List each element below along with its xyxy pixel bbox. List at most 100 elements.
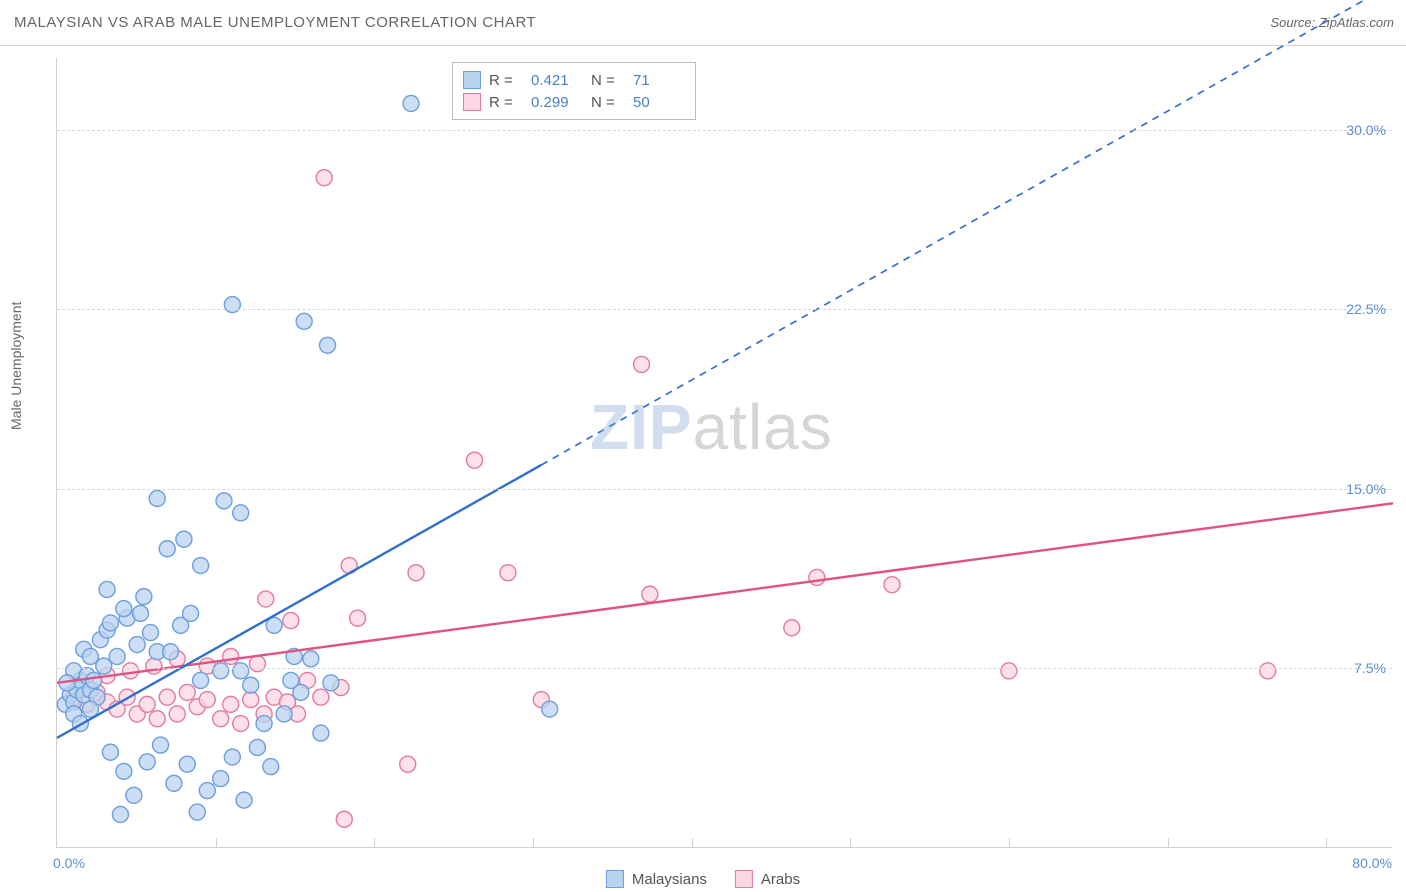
swatch-arabs-icon [463,93,481,111]
data-point-malaysians [166,775,182,791]
data-point-arabs [313,689,329,705]
data-point-arabs [159,689,175,705]
data-point-malaysians [102,744,118,760]
swatch-malaysians-icon [463,71,481,89]
data-point-arabs [400,756,416,772]
data-point-arabs [122,663,138,679]
data-point-arabs [316,170,332,186]
y-tick-label: 30.0% [1346,122,1386,138]
data-point-malaysians [213,663,229,679]
data-point-malaysians [82,648,98,664]
x-origin-label: 0.0% [53,855,85,871]
data-point-arabs [213,711,229,727]
data-point-malaysians [139,754,155,770]
source-name: ZipAtlas.com [1319,15,1394,30]
data-point-malaysians [293,684,309,700]
data-point-arabs [1001,663,1017,679]
data-point-malaysians [303,651,319,667]
chart-source: Source: ZipAtlas.com [1270,15,1394,30]
data-point-malaysians [296,313,312,329]
data-point-malaysians [86,672,102,688]
data-point-malaysians [179,756,195,772]
x-tick [374,838,375,848]
grid-line [57,130,1392,131]
legend-item-arabs: Arabs [735,870,800,888]
data-point-malaysians [236,792,252,808]
r-label: R = [489,94,523,111]
data-point-malaysians [403,95,419,111]
data-point-malaysians [323,675,339,691]
data-point-malaysians [143,625,159,641]
r-value-malaysians: 0.421 [531,72,583,89]
data-point-malaysians [102,615,118,631]
n-value-arabs: 50 [633,94,685,111]
data-point-malaysians [199,783,215,799]
data-point-arabs [884,577,900,593]
r-value-arabs: 0.299 [531,94,583,111]
data-point-malaysians [193,672,209,688]
data-point-malaysians [116,601,132,617]
data-point-malaysians [213,771,229,787]
data-point-malaysians [136,589,152,605]
data-point-malaysians [320,337,336,353]
data-point-malaysians [109,648,125,664]
y-tick-label: 7.5% [1354,660,1386,676]
grid-line [57,489,1392,490]
x-tick [216,838,217,848]
data-point-arabs [283,613,299,629]
data-point-arabs [169,706,185,722]
data-point-malaysians [249,739,265,755]
data-point-malaysians [153,737,169,753]
data-point-malaysians [189,804,205,820]
data-point-malaysians [243,677,259,693]
x-tick [692,838,693,848]
data-point-arabs [784,620,800,636]
stats-row-malaysians: R = 0.421 N = 71 [463,69,685,91]
data-point-arabs [408,565,424,581]
data-point-malaysians [233,505,249,521]
x-tick [850,838,851,848]
x-tick [1009,838,1010,848]
data-point-malaysians [183,605,199,621]
legend-label-arabs: Arabs [761,871,800,888]
grid-line [57,668,1392,669]
n-value-malaysians: 71 [633,72,685,89]
data-point-arabs [634,356,650,372]
data-point-malaysians [542,701,558,717]
x-tick [1326,838,1327,848]
swatch-malaysians-icon [606,870,624,888]
data-point-arabs [199,692,215,708]
data-point-malaysians [149,490,165,506]
data-point-arabs [1260,663,1276,679]
data-point-arabs [467,452,483,468]
data-point-malaysians [263,759,279,775]
data-point-arabs [233,716,249,732]
data-point-malaysians [163,644,179,660]
chart-title: MALAYSIAN VS ARAB MALE UNEMPLOYMENT CORR… [14,14,536,31]
data-point-malaysians [276,706,292,722]
y-tick-label: 15.0% [1346,481,1386,497]
data-point-malaysians [313,725,329,741]
chart-header: MALAYSIAN VS ARAB MALE UNEMPLOYMENT CORR… [0,0,1406,46]
data-point-arabs [223,696,239,712]
data-point-arabs [139,696,155,712]
data-point-arabs [223,648,239,664]
series-legend: Malaysians Arabs [606,870,800,888]
scatter-plot-svg [57,58,1392,847]
data-point-arabs [350,610,366,626]
data-point-malaysians [96,658,112,674]
x-max-label: 80.0% [1352,855,1392,871]
stats-legend: R = 0.421 N = 71 R = 0.299 N = 50 [452,62,696,120]
source-prefix: Source: [1270,15,1318,30]
stats-row-arabs: R = 0.299 N = 50 [463,91,685,113]
data-point-arabs [336,811,352,827]
grid-line [57,309,1392,310]
data-point-malaysians [129,637,145,653]
data-point-arabs [179,684,195,700]
x-tick [533,838,534,848]
data-point-arabs [500,565,516,581]
data-point-arabs [258,591,274,607]
data-point-arabs [809,569,825,585]
data-point-malaysians [133,605,149,621]
legend-label-malaysians: Malaysians [632,871,707,888]
